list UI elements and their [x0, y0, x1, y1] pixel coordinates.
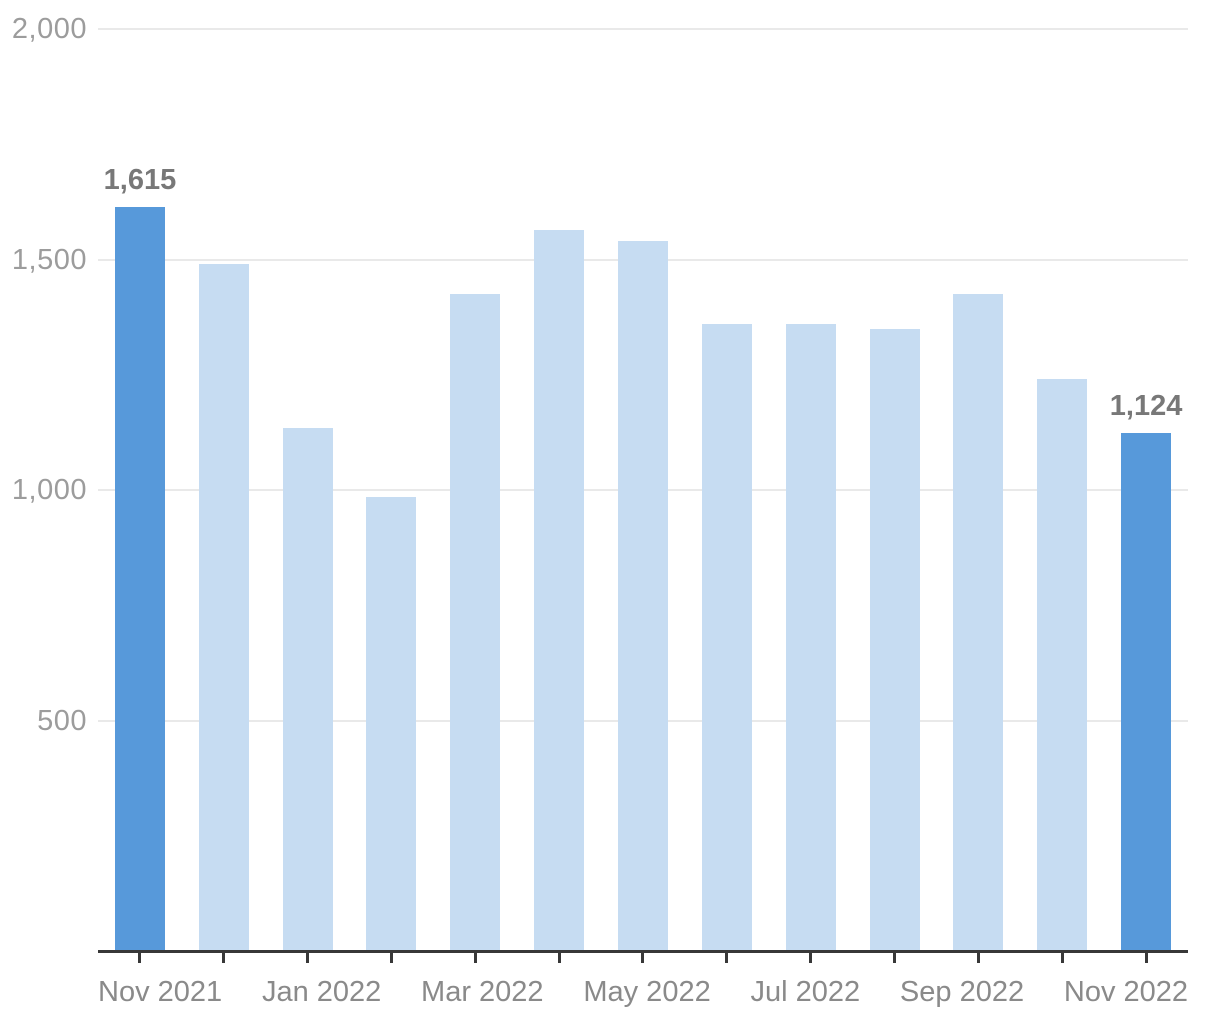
gridline-2-000	[98, 28, 1188, 30]
tick-slot-jan-2022	[266, 953, 350, 963]
x-tick-may-2022	[641, 953, 645, 963]
y-tick-label-1-000: 1,000	[11, 474, 87, 506]
tick-slot-aug-2022	[853, 953, 937, 963]
x-tick-sep-2022	[976, 953, 980, 963]
bar-slot-nov-2021: 1,615	[98, 29, 182, 951]
bar-slot-may-2022	[601, 29, 685, 951]
bar-oct-2022	[1037, 379, 1088, 951]
bar-slot-jul-2022	[769, 29, 853, 951]
bar-jul-2022	[785, 324, 836, 951]
x-tick-nov-2022	[1144, 953, 1148, 963]
bar-may-2022	[617, 241, 668, 951]
x-label-slot-mar-2022: Mar 2022	[421, 975, 544, 1009]
bar-mar-2022	[450, 294, 501, 951]
bar-apr-2022	[534, 229, 585, 951]
tick-slot-apr-2022	[517, 953, 601, 963]
bar-aug-2022	[869, 328, 920, 951]
bar-nov-2021	[114, 206, 165, 951]
x-axis-label-mar-2022: Mar 2022	[421, 976, 544, 1008]
tick-slot-mar-2022	[433, 953, 517, 963]
bar-jan-2022	[282, 427, 333, 951]
x-label-slot-oct-2022	[1024, 975, 1064, 1009]
bar-slot-jan-2022	[266, 29, 350, 951]
y-tick-label-1-500: 1,500	[11, 243, 87, 276]
x-tick-aug-2022	[893, 953, 897, 963]
bar-feb-2022	[366, 496, 417, 951]
tick-slot-oct-2022	[1020, 953, 1104, 963]
bar-slot-nov-2022: 1,124	[1104, 29, 1188, 951]
x-axis-labels: Nov 2021 Jan 2022 Mar 2022 May 2022 Jul 2022…	[98, 975, 1188, 1009]
y-tick-label-2-000: 2,000	[11, 13, 87, 45]
value-label-nov-2021: 1,615	[103, 163, 177, 196]
x-axis-line	[98, 950, 1188, 953]
x-label-slot-dec-2021	[222, 975, 262, 1009]
x-label-slot-jun-2022	[711, 975, 751, 1009]
x-tick-feb-2022	[389, 953, 393, 963]
bar-slot-mar-2022	[433, 29, 517, 951]
x-axis-label-jan-2022: Jan 2022	[261, 976, 382, 1008]
x-label-slot-apr-2022	[544, 975, 584, 1009]
tick-slot-may-2022	[601, 953, 685, 963]
x-label-slot-jul-2022: Jul 2022	[750, 975, 860, 1009]
x-axis-ticks	[98, 953, 1188, 963]
value-label-nov-2022: 1,124	[1109, 389, 1183, 422]
x-label-slot-jan-2022: Jan 2022	[262, 975, 381, 1009]
bar-sep-2022	[953, 294, 1004, 951]
x-tick-mar-2022	[473, 953, 477, 963]
x-axis-label-nov-2022: Nov 2022	[1063, 976, 1189, 1008]
bar-jun-2022	[701, 324, 752, 951]
x-tick-apr-2022	[557, 953, 561, 963]
bar-slot-oct-2022	[1020, 29, 1104, 951]
x-label-slot-nov-2022: Nov 2022	[1064, 975, 1188, 1009]
x-tick-jan-2022	[306, 953, 310, 963]
tick-slot-nov-2022	[1104, 953, 1188, 963]
bars-row: 1,615 1,124	[98, 29, 1188, 951]
x-label-slot-feb-2022	[381, 975, 421, 1009]
tick-slot-feb-2022	[350, 953, 434, 963]
x-label-slot-aug-2022	[860, 975, 900, 1009]
x-tick-oct-2022	[1060, 953, 1064, 963]
bar-slot-jun-2022	[685, 29, 769, 951]
x-axis-label-nov-2021: Nov 2021	[98, 976, 223, 1008]
x-label-slot-may-2022: May 2022	[583, 975, 710, 1009]
tick-slot-dec-2021	[182, 953, 266, 963]
bar-slot-apr-2022	[517, 29, 601, 951]
bar-dec-2021	[198, 264, 249, 951]
bar-slot-feb-2022	[350, 29, 434, 951]
x-tick-jun-2022	[725, 953, 729, 963]
bar-slot-aug-2022	[853, 29, 937, 951]
tick-slot-sep-2022	[936, 953, 1020, 963]
x-label-slot-sep-2022: Sep 2022	[900, 975, 1024, 1009]
bar-slot-dec-2021	[182, 29, 266, 951]
tick-slot-jul-2022	[769, 953, 853, 963]
x-axis-label-may-2022: May 2022	[583, 976, 711, 1008]
tick-slot-nov-2021	[98, 953, 182, 963]
bar-nov-2022	[1121, 432, 1172, 951]
x-tick-nov-2021	[138, 953, 142, 963]
y-tick-label-500: 500	[37, 704, 87, 737]
x-tick-dec-2021	[222, 953, 226, 963]
plot-area: 1,615 1,124	[98, 28, 1188, 951]
bar-slot-sep-2022	[936, 29, 1020, 951]
x-axis-label-sep-2022: Sep 2022	[899, 976, 1025, 1008]
tick-slot-jun-2022	[685, 953, 769, 963]
x-axis-label-jul-2022: Jul 2022	[750, 976, 861, 1008]
x-label-slot-nov-2021: Nov 2021	[98, 975, 222, 1009]
x-tick-jul-2022	[809, 953, 813, 963]
